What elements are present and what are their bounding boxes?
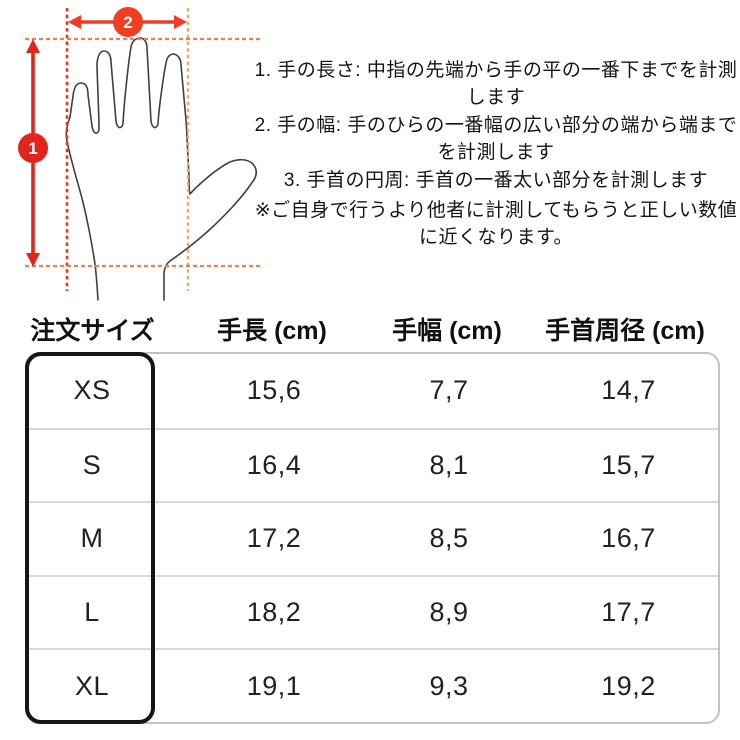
wrist-cell: 19,2 <box>601 670 656 701</box>
marker-1-label: 1 <box>28 139 37 158</box>
wrist-cell: 15,7 <box>601 449 656 480</box>
hand-length-cell: 19,1 <box>246 670 302 701</box>
size-cell: M <box>80 523 104 554</box>
wrist-cell: 14,7 <box>601 375 656 406</box>
hand-length-cell: 15,6 <box>246 375 302 406</box>
wrist-cell: 16,7 <box>601 523 656 554</box>
instruction-hand-width: 2. 手の幅: 手のひらの一番幅の広い部分の端から端までを計測します <box>254 115 738 163</box>
header-hand-length: 手長 (cm) <box>217 317 327 345</box>
size-cell: S <box>82 449 102 480</box>
hand-length-cell: 18,2 <box>246 597 302 628</box>
hand-length-cell: 16,4 <box>246 449 302 480</box>
table-row-m: M 17,2 8,5 16,7 <box>27 501 718 575</box>
table-row-s: S 16,4 8,1 15,7 <box>27 427 718 502</box>
hand-width-cell: 9,3 <box>429 670 469 701</box>
header-hand-width: 手幅 (cm) <box>392 317 502 345</box>
hand-measurement-diagram: 1 2 <box>18 7 261 301</box>
marker-2-label: 2 <box>123 13 132 32</box>
instruction-wrist: 3. 手首の円周: 手首の一番太い部分を計測します <box>283 170 709 191</box>
size-cell: L <box>84 597 100 628</box>
hand-length-arrow: 1 <box>18 39 48 267</box>
hand-outline <box>65 37 257 301</box>
size-cell: XL <box>74 670 110 701</box>
hand-width-arrow: 2 <box>68 7 187 37</box>
measurement-instructions: 1. 手の長さ: 中指の先端から手の平の一番下までを計測します 2. 手の幅: … <box>254 57 738 251</box>
size-table: XS 15,6 7,7 14,7 S 16,4 8,1 15,7 M 17,2 … <box>25 352 720 724</box>
hand-width-cell: 7,7 <box>429 375 469 406</box>
marker-1-badge <box>18 133 48 163</box>
size-cell: XS <box>73 375 111 406</box>
header-order-size: 注文サイズ <box>30 317 155 345</box>
hand-width-cell: 8,5 <box>429 523 469 554</box>
hand-width-cell: 8,1 <box>429 449 469 480</box>
marker-2-badge <box>113 7 143 37</box>
table-row-xl: XL 19,1 9,3 19,2 <box>27 648 718 722</box>
hand-length-cell: 17,2 <box>246 523 302 554</box>
measurement-note: ※ご自身で行うより他者に計測してもらうと正しい数値に近くなります。 <box>254 200 738 248</box>
hand-width-cell: 8,9 <box>429 597 469 628</box>
table-row-xs: XS 15,6 7,7 14,7 <box>27 354 718 428</box>
table-row-l: L 18,2 8,9 17,7 <box>27 574 718 649</box>
instruction-hand-length: 1. 手の長さ: 中指の先端から手の平の一番下までを計測します <box>254 60 738 108</box>
header-wrist-circumference: 手首周径 (cm) <box>545 317 705 345</box>
wrist-cell: 17,7 <box>601 597 656 628</box>
